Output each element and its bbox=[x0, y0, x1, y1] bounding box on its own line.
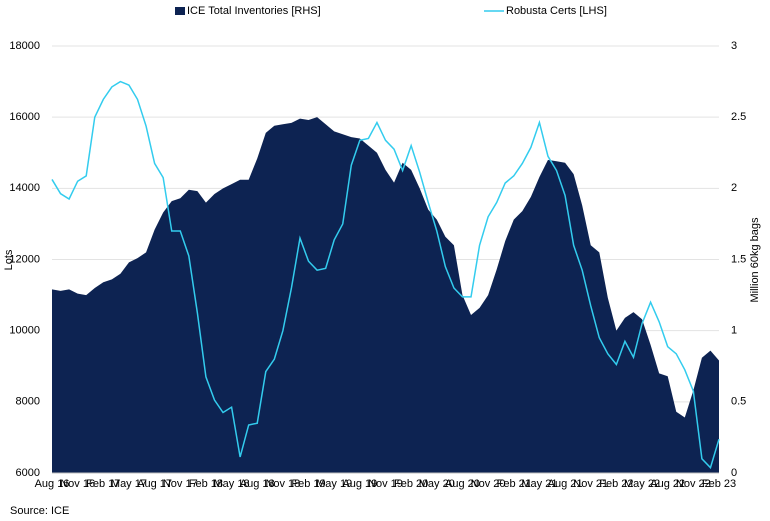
x-tick-label-box: Feb 18 bbox=[188, 478, 224, 490]
x-tick-label-box: Aug 21 bbox=[547, 478, 583, 490]
x-tick-label: May 18 bbox=[213, 478, 250, 490]
y-tick-label: 12000 bbox=[9, 253, 40, 265]
x-tick-label: Aug 21 bbox=[547, 478, 583, 490]
x-tick-label-box: May 18 bbox=[213, 478, 250, 490]
y2-tick-label: 3 bbox=[731, 40, 737, 52]
y-tick-label: 14000 bbox=[9, 182, 40, 194]
x-tick-label: Aug 16 bbox=[34, 478, 70, 490]
x-tick-label: May 17 bbox=[110, 478, 147, 490]
source: Source: ICE bbox=[10, 505, 69, 517]
x-tick-label: Nov 17 bbox=[162, 478, 198, 490]
x-tick-label: Aug 19 bbox=[342, 478, 378, 490]
x-tick-label-box: Nov 16 bbox=[60, 478, 96, 490]
legend-label: Robusta Certs [LHS] bbox=[506, 5, 607, 17]
x-tick-label: Feb 17 bbox=[86, 478, 121, 490]
x-tick-label-box: May 19 bbox=[316, 478, 353, 490]
x-tick-label: Feb 21 bbox=[496, 478, 531, 490]
x-tick-label: Nov 16 bbox=[60, 478, 96, 490]
x-tick-label: May 21 bbox=[521, 478, 558, 490]
x-tick-label-box: Aug 19 bbox=[342, 478, 378, 490]
y2-tick-label: 1 bbox=[731, 325, 737, 337]
x-tick-label: Nov 18 bbox=[265, 478, 301, 490]
x-tick-label: Feb 22 bbox=[599, 478, 634, 490]
x-tick-label-box: Feb 21 bbox=[496, 478, 531, 490]
y-tick-label: 16000 bbox=[9, 111, 40, 123]
x-tick-label-box: Feb 22 bbox=[599, 478, 634, 490]
legend-swatch bbox=[175, 7, 185, 15]
x-tick-label: Feb 23 bbox=[701, 478, 737, 490]
x-tick-label: Aug 17 bbox=[137, 478, 173, 490]
x-tick-label-box: Nov 17 bbox=[162, 478, 198, 490]
x-tick-label: Feb 19 bbox=[291, 478, 326, 490]
x-tick-label-box: May 22 bbox=[623, 478, 661, 490]
y2-tick-label: 2 bbox=[731, 182, 737, 194]
x-tick-label-box: Feb 23 bbox=[701, 478, 737, 490]
x-tick-label: Aug 20 bbox=[445, 478, 480, 490]
x-tick-label: Nov 19 bbox=[368, 478, 403, 490]
y-axis-label: Lots bbox=[3, 249, 15, 270]
x-tick-label: May 22 bbox=[623, 478, 661, 490]
x-tick-label: May 20 bbox=[418, 478, 455, 490]
x-tick-label-box: Feb 19 bbox=[291, 478, 326, 490]
x-tick-label-box: Feb 20 bbox=[394, 478, 429, 490]
x-tick-label: Aug 22 bbox=[650, 478, 686, 490]
x-tick-label-box: May 17 bbox=[110, 478, 147, 490]
x-tick-label-box: May 21 bbox=[521, 478, 558, 490]
x-tick-label: Aug 18 bbox=[239, 478, 275, 490]
x-tick-label-box: Nov 21 bbox=[573, 478, 609, 490]
x-tick-label-box: Nov 22 bbox=[675, 478, 711, 490]
x-tick-label-box: Aug 18 bbox=[239, 478, 275, 490]
x-tick-label-box: Aug 16 bbox=[34, 478, 70, 490]
x-tick-label-box: Aug 17 bbox=[137, 478, 173, 490]
y-tick-label: 6000 bbox=[16, 467, 40, 479]
y-tick-label: 18000 bbox=[9, 40, 40, 52]
y-tick-label: 8000 bbox=[16, 396, 40, 408]
legend-label: ICE Total Inventories [RHS] bbox=[187, 5, 321, 17]
x-tick-label: Nov 21 bbox=[573, 478, 609, 490]
y-tick-label: 10000 bbox=[9, 325, 40, 337]
x-tick-label-box: Aug 22 bbox=[650, 478, 686, 490]
x-tick-label-box: May 20 bbox=[418, 478, 455, 490]
x-tick-label: Feb 20 bbox=[394, 478, 429, 490]
area bbox=[52, 117, 719, 474]
y2-tick-label: 2.5 bbox=[731, 111, 746, 123]
y2-axis-label: Million 60kg bags bbox=[749, 217, 761, 302]
x-tick-label: May 19 bbox=[316, 478, 353, 490]
x-tick-label-box: Nov 18 bbox=[265, 478, 301, 490]
x-tick-label-box: Feb 17 bbox=[86, 478, 121, 490]
x-tick-label-box: Nov 19 bbox=[368, 478, 403, 490]
line bbox=[51, 80, 720, 470]
y2-tick-label: 1.5 bbox=[731, 253, 746, 265]
x-tick-label: Nov 20 bbox=[470, 478, 506, 490]
x-tick-label-box: Nov 20 bbox=[470, 478, 506, 490]
y2-tick-label: 0.5 bbox=[731, 396, 746, 408]
x-tick-label: Feb 18 bbox=[188, 478, 224, 490]
y2-tick-label: 0 bbox=[731, 467, 737, 479]
x-tick-label: Nov 22 bbox=[675, 478, 711, 490]
x-tick-label-box: Aug 20 bbox=[445, 478, 480, 490]
